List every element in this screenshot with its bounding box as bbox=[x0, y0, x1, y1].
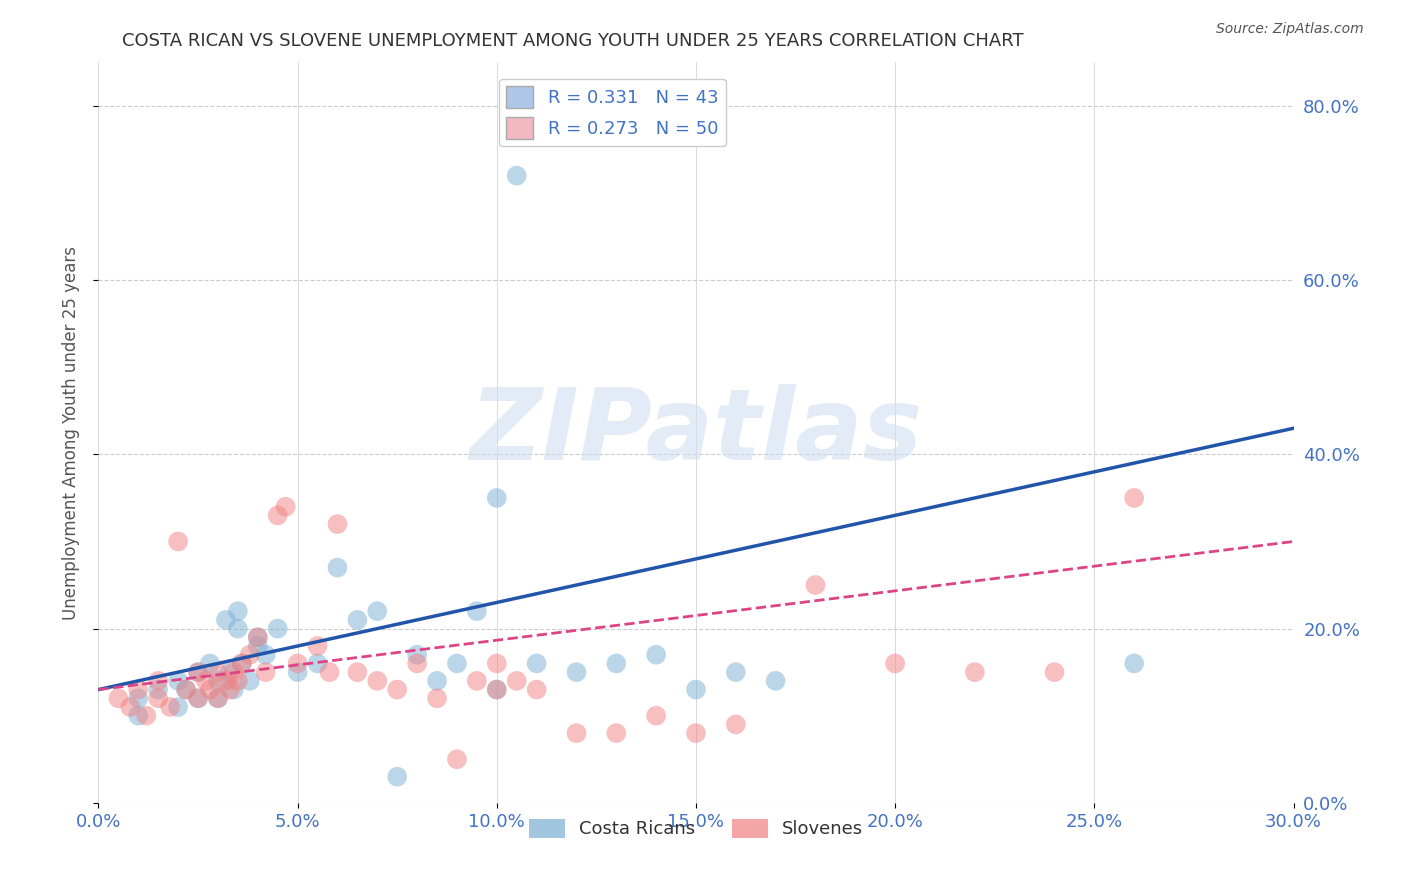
Point bbox=[148, 673, 170, 688]
Point bbox=[226, 673, 249, 688]
Point bbox=[426, 691, 449, 706]
Point bbox=[506, 169, 529, 183]
Point bbox=[187, 665, 209, 680]
Point bbox=[446, 752, 468, 766]
Point bbox=[406, 648, 429, 662]
Point bbox=[526, 657, 548, 671]
Point bbox=[222, 682, 245, 697]
Point bbox=[187, 665, 209, 680]
Point bbox=[645, 648, 668, 662]
Point bbox=[239, 648, 262, 662]
Point bbox=[307, 657, 329, 671]
Point bbox=[565, 726, 588, 740]
Point bbox=[120, 700, 142, 714]
Point bbox=[307, 639, 329, 653]
Point bbox=[506, 673, 529, 688]
Point bbox=[287, 665, 309, 680]
Point bbox=[187, 691, 209, 706]
Point bbox=[1043, 665, 1066, 680]
Point bbox=[231, 657, 253, 671]
Point bbox=[724, 717, 747, 731]
Point bbox=[326, 517, 349, 532]
Point bbox=[267, 508, 290, 523]
Point bbox=[246, 639, 269, 653]
Point bbox=[446, 657, 468, 671]
Point bbox=[485, 491, 508, 505]
Point bbox=[884, 657, 907, 671]
Point bbox=[167, 534, 190, 549]
Point bbox=[219, 665, 242, 680]
Point bbox=[465, 673, 488, 688]
Point bbox=[485, 682, 508, 697]
Point bbox=[159, 700, 181, 714]
Point bbox=[485, 657, 508, 671]
Point bbox=[135, 708, 157, 723]
Y-axis label: Unemployment Among Youth under 25 years: Unemployment Among Youth under 25 years bbox=[62, 245, 80, 620]
Point bbox=[963, 665, 986, 680]
Point bbox=[804, 578, 827, 592]
Point bbox=[167, 673, 190, 688]
Point bbox=[526, 682, 548, 697]
Text: Source: ZipAtlas.com: Source: ZipAtlas.com bbox=[1216, 22, 1364, 37]
Point bbox=[385, 770, 409, 784]
Point bbox=[195, 673, 218, 688]
Point bbox=[1123, 657, 1146, 671]
Point bbox=[127, 691, 149, 706]
Point bbox=[167, 700, 190, 714]
Point bbox=[254, 648, 277, 662]
Point bbox=[226, 622, 249, 636]
Point bbox=[174, 682, 197, 697]
Point bbox=[215, 673, 238, 688]
Point bbox=[685, 682, 707, 697]
Point bbox=[174, 682, 197, 697]
Point bbox=[366, 604, 388, 618]
Point bbox=[207, 691, 229, 706]
Point bbox=[605, 657, 627, 671]
Point bbox=[267, 622, 290, 636]
Point bbox=[198, 682, 221, 697]
Point bbox=[239, 673, 262, 688]
Point bbox=[385, 682, 409, 697]
Point bbox=[207, 691, 229, 706]
Legend: Costa Ricans, Slovenes: Costa Ricans, Slovenes bbox=[522, 812, 870, 846]
Point bbox=[246, 630, 269, 644]
Point bbox=[148, 691, 170, 706]
Point bbox=[148, 682, 170, 697]
Point bbox=[765, 673, 787, 688]
Point bbox=[485, 682, 508, 697]
Point bbox=[645, 708, 668, 723]
Point bbox=[465, 604, 488, 618]
Point bbox=[226, 604, 249, 618]
Point bbox=[685, 726, 707, 740]
Point bbox=[254, 665, 277, 680]
Point bbox=[107, 691, 129, 706]
Point bbox=[127, 708, 149, 723]
Point bbox=[605, 726, 627, 740]
Point bbox=[231, 657, 253, 671]
Point bbox=[187, 691, 209, 706]
Point bbox=[346, 665, 368, 680]
Point bbox=[346, 613, 368, 627]
Point bbox=[207, 665, 229, 680]
Point bbox=[1123, 491, 1146, 505]
Point bbox=[219, 682, 242, 697]
Point bbox=[246, 630, 269, 644]
Point bbox=[406, 657, 429, 671]
Text: COSTA RICAN VS SLOVENE UNEMPLOYMENT AMONG YOUTH UNDER 25 YEARS CORRELATION CHART: COSTA RICAN VS SLOVENE UNEMPLOYMENT AMON… bbox=[122, 32, 1024, 50]
Point bbox=[287, 657, 309, 671]
Point bbox=[366, 673, 388, 688]
Point bbox=[127, 682, 149, 697]
Point bbox=[326, 560, 349, 574]
Point bbox=[207, 673, 229, 688]
Point bbox=[565, 665, 588, 680]
Point bbox=[724, 665, 747, 680]
Point bbox=[318, 665, 340, 680]
Text: ZIPatlas: ZIPatlas bbox=[470, 384, 922, 481]
Point bbox=[426, 673, 449, 688]
Point bbox=[274, 500, 297, 514]
Point bbox=[215, 613, 238, 627]
Point bbox=[198, 657, 221, 671]
Point bbox=[222, 665, 245, 680]
